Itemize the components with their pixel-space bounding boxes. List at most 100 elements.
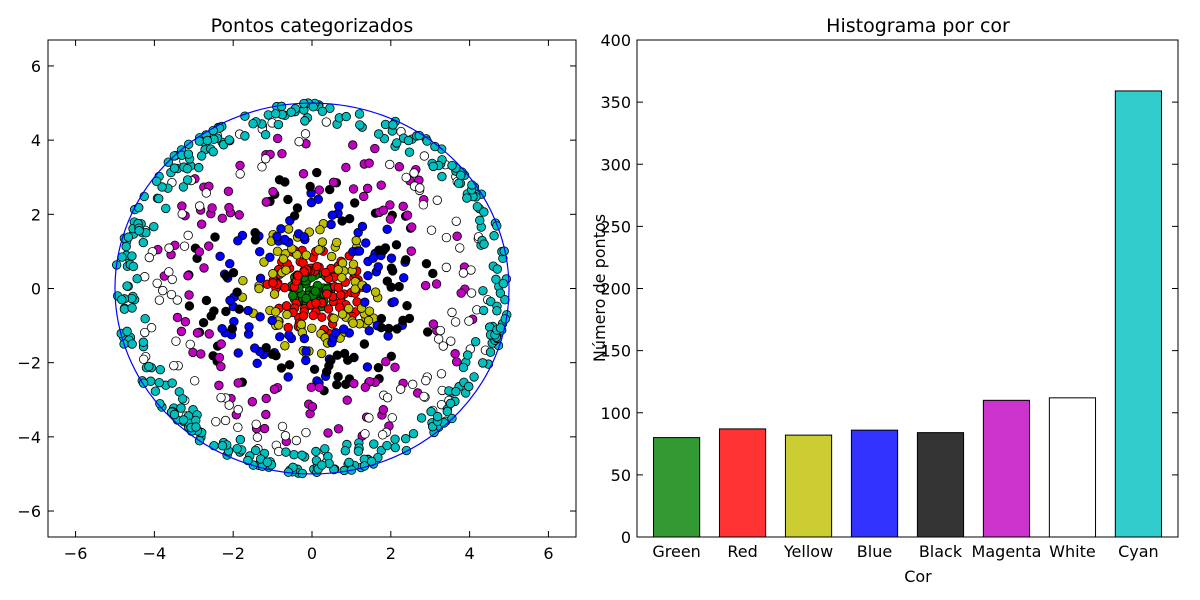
- histogram-bar-blue: [850, 429, 899, 538]
- scatter-point-cyan: [403, 135, 414, 146]
- scatter-point-black: [384, 323, 394, 334]
- scatter-point-white: [377, 430, 388, 440]
- scatter-point-cyan: [149, 221, 159, 232]
- scatter-point-cyan: [442, 406, 453, 417]
- scatter-point-cyan: [491, 274, 501, 285]
- scatter-point-magenta: [223, 186, 234, 196]
- scatter-point-cyan: [478, 305, 489, 316]
- scatter-point-yellow: [254, 283, 264, 294]
- scatter-point-cyan: [248, 118, 258, 129]
- scatter-point-black: [228, 268, 239, 278]
- scatter-point-black: [305, 181, 315, 192]
- scatter-point-cyan: [329, 464, 339, 475]
- scatter-point-yellow: [326, 251, 337, 262]
- scatter-point-cyan: [437, 171, 447, 182]
- scatter-point-white: [138, 354, 149, 364]
- scatter-point-black: [386, 351, 397, 361]
- scatter-point-cyan: [127, 339, 137, 349]
- scatter-point-yellow: [364, 306, 375, 316]
- scatter-point-cyan: [340, 446, 351, 456]
- scatter-point-yellow: [348, 259, 359, 269]
- scatter-point-magenta: [261, 409, 271, 420]
- scatter-point-magenta: [314, 185, 324, 195]
- scatter-title: Pontos categorizados: [211, 15, 414, 37]
- scatter-point-blue: [225, 258, 235, 269]
- scatter-point-magenta: [314, 382, 325, 393]
- scatter-point-white: [164, 243, 174, 253]
- histogram-y-tick-label: 300: [600, 155, 631, 174]
- scatter-point-magenta: [216, 339, 226, 349]
- scatter-point-blue: [368, 253, 378, 263]
- scatter-point-magenta: [217, 213, 228, 224]
- scatter-point-white: [418, 200, 429, 210]
- scatter-point-magenta: [272, 133, 283, 144]
- scatter-point-cyan: [472, 201, 483, 212]
- scatter-y-tick-label: 4: [31, 131, 41, 150]
- scatter-point-magenta: [183, 271, 193, 281]
- histogram-bar-black: [916, 432, 965, 538]
- scatter-point-magenta: [360, 382, 371, 392]
- scatter-point-white: [415, 183, 425, 193]
- scatter-point-magenta: [348, 140, 358, 150]
- scatter-point-blue: [362, 362, 373, 372]
- histogram-y-tick-label: 50: [611, 466, 631, 485]
- scatter-point-cyan: [161, 203, 171, 214]
- scatter-point-black: [401, 255, 411, 265]
- histogram-title: Histograma por cor: [826, 15, 1010, 37]
- scatter-point-red: [293, 270, 303, 281]
- histogram-bar-red: [718, 428, 767, 538]
- scatter-point-cyan: [369, 439, 379, 449]
- scatter-point-magenta: [298, 169, 309, 179]
- scatter-point-blue: [301, 355, 311, 366]
- scatter-point-yellow: [282, 309, 292, 320]
- scatter-point-cyan: [341, 111, 351, 122]
- scatter-point-cyan: [157, 182, 167, 192]
- scatter-point-yellow: [351, 235, 361, 246]
- scatter-point-magenta: [269, 384, 280, 394]
- scatter-point-black: [283, 194, 293, 205]
- scatter-point-magenta: [328, 177, 339, 188]
- scatter-point-black: [376, 313, 387, 324]
- scatter-point-white: [441, 232, 452, 243]
- scatter-y-tick-label: −2: [17, 354, 41, 373]
- scatter-point-magenta: [381, 357, 391, 367]
- scatter-point-yellow: [269, 289, 280, 299]
- scatter-point-cyan: [169, 163, 180, 173]
- scatter-point-blue: [283, 372, 293, 382]
- scatter-point-magenta: [204, 241, 214, 251]
- scatter-point-white: [233, 422, 243, 433]
- scatter-point-magenta: [402, 210, 413, 220]
- scatter-x-tick-label: 0: [307, 544, 317, 563]
- scatter-point-white: [466, 288, 477, 298]
- scatter-point-cyan: [354, 109, 365, 119]
- histogram-y-tick-label: 250: [600, 217, 631, 236]
- scatter-point-blue: [267, 315, 277, 326]
- histogram-bar-magenta: [982, 399, 1031, 538]
- scatter-point-blue: [327, 210, 338, 220]
- scatter-point-cyan: [453, 178, 464, 189]
- histogram-x-tick-label: Magenta: [972, 542, 1042, 561]
- scatter-point-cyan: [209, 441, 219, 451]
- scatter-point-white: [164, 267, 174, 277]
- scatter-point-black: [309, 364, 320, 375]
- scatter-point-cyan: [262, 457, 273, 467]
- scatter-point-cyan: [311, 446, 321, 457]
- scatter-point-black: [428, 268, 438, 279]
- scatter-point-white: [401, 172, 411, 183]
- scatter-point-white: [252, 432, 263, 442]
- histogram-y-axis-label: Número de pontos: [590, 214, 609, 362]
- histogram-y-tick-label: 400: [600, 31, 631, 50]
- scatter-point-white: [464, 316, 474, 326]
- scatter-point-black: [332, 379, 342, 390]
- scatter-point-blue: [334, 201, 344, 211]
- scatter-point-white: [216, 392, 226, 403]
- scatter-point-magenta: [224, 202, 234, 213]
- scatter-point-white: [280, 431, 291, 441]
- scatter-point-cyan: [167, 378, 177, 388]
- scatter-point-cyan: [281, 447, 291, 457]
- scatter-point-cyan: [144, 361, 154, 372]
- scatter-point-white: [152, 278, 162, 289]
- scatter-point-magenta: [390, 362, 400, 373]
- scatter-point-magenta: [431, 279, 442, 289]
- scatter-point-magenta: [450, 349, 460, 359]
